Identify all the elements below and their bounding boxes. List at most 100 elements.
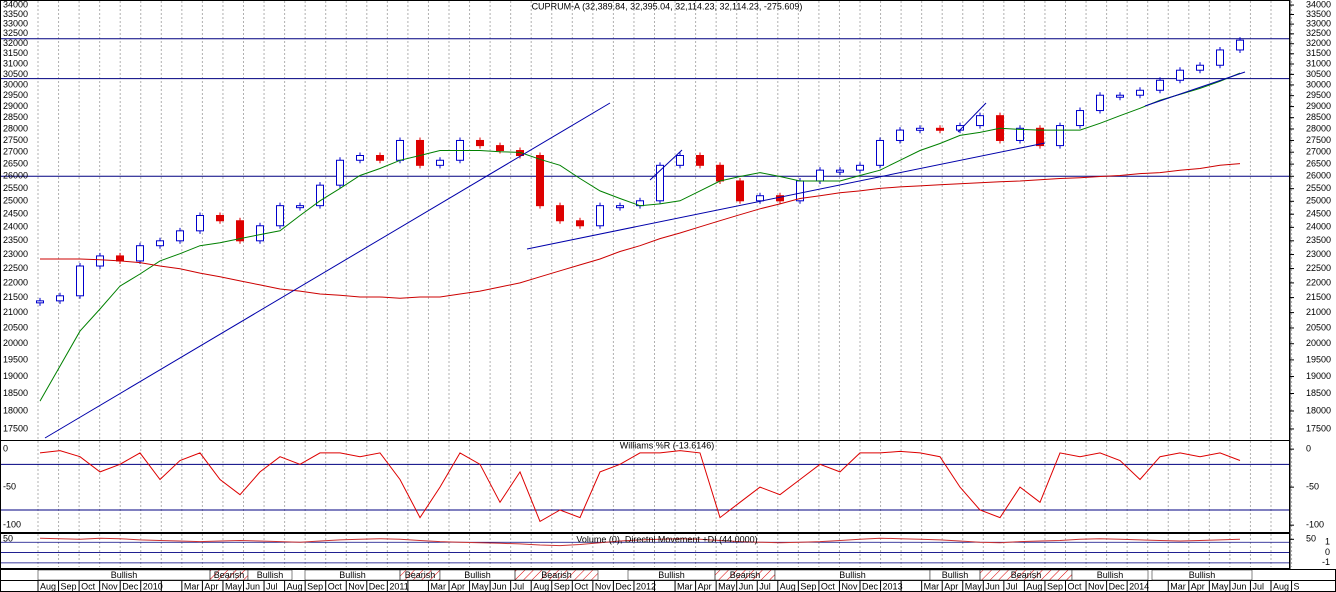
y-tick-label: 31000 [3, 58, 28, 68]
candle [1056, 125, 1064, 147]
panel-title: Volume (0), Directnl Movement +DI (44.00… [576, 534, 757, 544]
candle [1176, 69, 1184, 81]
candle [716, 164, 724, 182]
x-tick-label: 2014 [1129, 581, 1149, 591]
x-tick-label: Mar [677, 581, 693, 591]
y-tick-label: 27500 [1306, 135, 1331, 145]
candle [476, 139, 484, 147]
y2-tick-label: -1 [1322, 557, 1330, 567]
y-tick-label: 29000 [3, 101, 28, 111]
trend-lines [44, 71, 1246, 439]
y-tick-label: 32500 [3, 28, 28, 38]
regime-label: Bearish [730, 570, 761, 580]
candle [1016, 127, 1024, 141]
candle [856, 164, 864, 171]
regime-label: Bullish [1189, 570, 1216, 580]
regime-label: Bullish [658, 570, 685, 580]
y-tick-label: 28000 [1306, 123, 1331, 133]
y-tick-label: 17500 [1306, 423, 1331, 433]
y-tick-label: 22000 [3, 277, 28, 287]
x-tick-label: Apr [1191, 581, 1205, 591]
y-tick-label: 0 [1306, 443, 1311, 453]
x-tick-label: Oct [328, 581, 343, 591]
candle [416, 139, 424, 166]
y-tick-label: 30500 [3, 69, 28, 79]
y-tick-label: 21000 [1306, 307, 1331, 317]
x-tick-label: Nov [1088, 581, 1105, 591]
x-tick-label: Jun [739, 581, 754, 591]
y-tick-label: 33500 [1306, 9, 1331, 19]
y-tick-label: 20000 [1306, 338, 1331, 348]
panel-title: Williams %R (-13.6146) [620, 440, 715, 450]
y-tick-label: 32000 [1306, 38, 1331, 48]
candle [676, 155, 684, 166]
x-tick-label: Oct [821, 581, 836, 591]
y-tick-label: 26500 [1306, 158, 1331, 168]
y-tick-label: 31000 [1306, 58, 1331, 68]
candle [236, 220, 244, 242]
candle [436, 159, 444, 166]
x-tick-label: Sep [554, 581, 570, 591]
x-tick-label: Nov [595, 581, 612, 591]
candle [356, 155, 364, 161]
y-tick-label: 50 [3, 534, 13, 544]
y-tick-label: 50 [1306, 534, 1316, 544]
x-tick-label: Oct [81, 581, 96, 591]
y-tick-label: 27500 [3, 135, 28, 145]
trend-line [1144, 71, 1246, 107]
candle [1116, 94, 1124, 98]
y2-tick-label: 1 [1325, 537, 1330, 547]
y-tick-label: 28000 [3, 123, 28, 133]
y-tick-label: 25500 [3, 183, 28, 193]
x-tick-label: Mar [430, 581, 446, 591]
x-tick-label: Aug [287, 581, 303, 591]
x-tick-label: Sep [61, 581, 77, 591]
y-tick-label: 31500 [1306, 48, 1331, 58]
x-tick-label: Aug [533, 581, 549, 591]
regime-label: Bullish [257, 570, 284, 580]
x-tick-label: 2010 [143, 581, 163, 591]
x-tick-label: May [472, 581, 490, 591]
x-tick-label: Jun [246, 581, 261, 591]
y-tick-label: 33000 [1306, 18, 1331, 28]
y-tick-label: -50 [1306, 482, 1319, 492]
y-tick-label: 20500 [3, 322, 28, 332]
candle [196, 215, 204, 232]
candle [96, 255, 104, 267]
candle [1096, 94, 1104, 112]
candle [396, 139, 404, 161]
trend-line [957, 102, 987, 133]
x-tick-label: May [1211, 581, 1229, 591]
x-tick-label: May [225, 581, 243, 591]
candle [256, 225, 264, 242]
candle [896, 129, 904, 141]
x-tick-label: Oct [1068, 581, 1083, 591]
y-tick-label: 32000 [3, 38, 28, 48]
candle [296, 205, 304, 209]
candle [916, 127, 924, 131]
candle [696, 155, 704, 166]
candle [276, 205, 284, 227]
y-tick-label: -100 [1306, 520, 1324, 530]
x-tick-label: Mar [184, 581, 200, 591]
y-tick-label: 32500 [1306, 28, 1331, 38]
y2-tick-label: 0 [1325, 547, 1330, 557]
y-tick-label: 26500 [3, 158, 28, 168]
candle [816, 169, 824, 182]
x-tick-label: Nov [102, 581, 119, 591]
candle [1156, 79, 1164, 91]
candle [116, 255, 124, 262]
y-tick-label: 22500 [3, 263, 28, 273]
regime-label: Bullish [339, 570, 366, 580]
y-tick-label: 29000 [1306, 101, 1331, 111]
candle [616, 205, 624, 209]
candle [976, 115, 984, 127]
y-tick-label: 19000 [3, 371, 28, 381]
y-tick-label: 18500 [1306, 388, 1331, 398]
candle [1136, 89, 1144, 96]
candle [156, 240, 164, 247]
y-tick-label: 19000 [1306, 371, 1331, 381]
y-tick-label: 25500 [1306, 183, 1331, 193]
